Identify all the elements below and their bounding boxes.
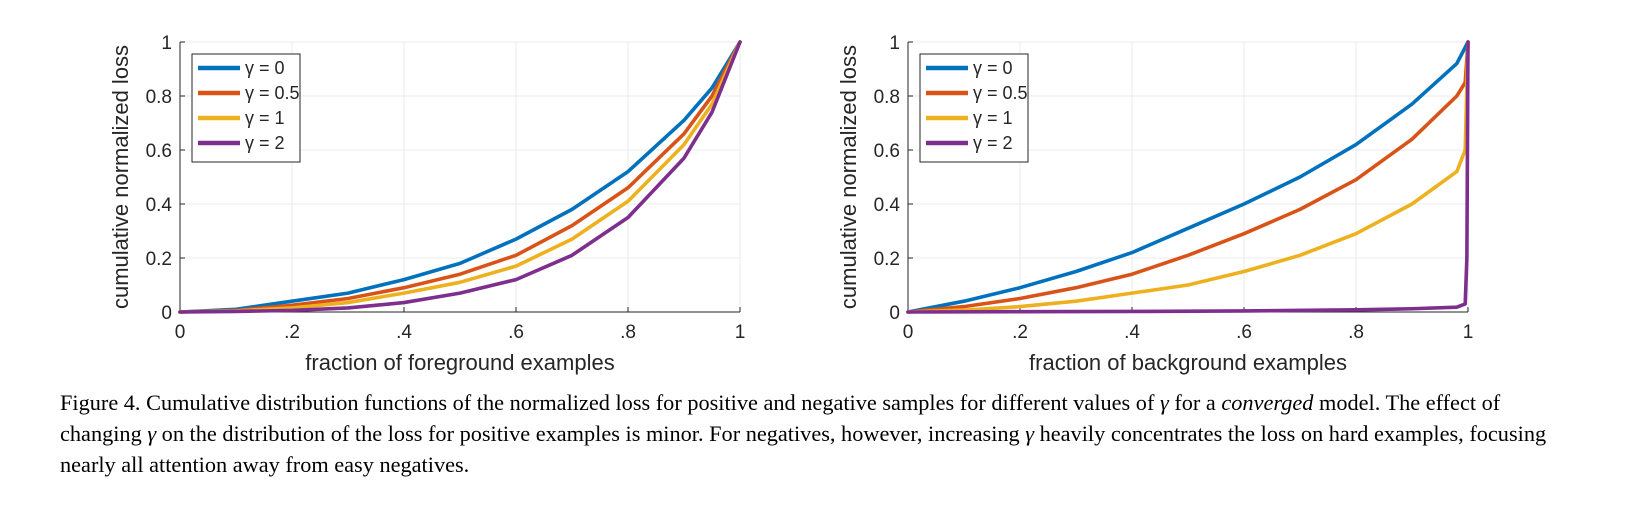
caption-emph: converged — [1221, 390, 1314, 415]
caption-gamma-2: γ — [147, 421, 157, 446]
series-line-4 — [906, 40, 1470, 314]
x-tick-label: 0 — [175, 322, 186, 343]
legend-label: γ = 0 — [245, 58, 285, 78]
caption-text-3: model. The effect of changing — [60, 390, 1501, 446]
x-tick-label: .2 — [284, 322, 300, 343]
figure-caption: Figure 4. Cumulative distribution functi… — [60, 387, 1570, 480]
legend: γ = 0 γ = 0.5 γ = 1 γ = 2 — [191, 53, 301, 163]
y-tick-label: 1 — [161, 33, 172, 54]
series-line-2 — [906, 40, 1470, 314]
legend: γ = 0 γ = 0.5 γ = 1 γ = 2 — [919, 53, 1029, 163]
caption-text-4: on the distribution of the loss for posi… — [156, 421, 1026, 446]
caption-gamma-1: γ — [1159, 390, 1169, 415]
y-tick-label: 0 — [889, 303, 900, 324]
y-tick-label: 0.8 — [146, 87, 172, 108]
legend-label: γ = 0.5 — [973, 83, 1028, 103]
series-line-1 — [906, 40, 1470, 314]
x-tick-label: .8 — [620, 322, 636, 343]
y-tick-label: 0.4 — [874, 195, 901, 216]
x-axis-label: fraction of foreground examples — [305, 350, 614, 375]
x-axis-label: fraction of background examples — [1029, 350, 1347, 375]
series-line-3 — [906, 40, 1470, 314]
series-line-2 — [178, 40, 742, 314]
legend-label: γ = 2 — [973, 133, 1013, 153]
x-tick-label: 1 — [735, 322, 746, 343]
x-tick-label: 0 — [903, 322, 914, 343]
caption-text-1: Cumulative distribution functions of the… — [140, 390, 1160, 415]
x-tick-label: .6 — [1236, 322, 1252, 343]
x-tick-label: 1 — [1463, 322, 1474, 343]
y-tick-label: 0.6 — [146, 141, 172, 162]
x-tick-label: .4 — [396, 322, 412, 343]
y-tick-label: 1 — [889, 33, 900, 54]
y-tick-label: 0.6 — [874, 141, 900, 162]
legend-label: γ = 0 — [973, 58, 1013, 78]
y-tick-label: 0.2 — [146, 249, 172, 270]
legend-label: γ = 1 — [245, 108, 285, 128]
y-tick-label: 0.4 — [146, 195, 173, 216]
series-line-3 — [178, 40, 742, 314]
x-tick-label: .4 — [1124, 322, 1140, 343]
series-line-4 — [178, 40, 742, 314]
caption-text-5: heavily concentrates the loss on hard ex… — [60, 421, 1547, 477]
series-line-1 — [178, 40, 742, 314]
y-axis-label: cumulative normalized loss — [836, 45, 861, 309]
legend-label: γ = 1 — [973, 108, 1013, 128]
y-tick-label: 0.8 — [874, 87, 900, 108]
y-tick-label: 0.2 — [874, 249, 900, 270]
x-tick-label: .2 — [1012, 322, 1028, 343]
legend-label: γ = 0.5 — [245, 83, 300, 103]
caption-label: Figure 4. — [60, 390, 141, 415]
caption-text-2: for a — [1168, 390, 1222, 415]
caption-gamma-3: γ — [1025, 421, 1035, 446]
x-tick-label: .8 — [1348, 322, 1364, 343]
y-axis-label: cumulative normalized loss — [108, 45, 133, 309]
y-tick-label: 0 — [161, 303, 172, 324]
x-tick-label: .6 — [508, 322, 524, 343]
legend-label: γ = 2 — [245, 133, 285, 153]
